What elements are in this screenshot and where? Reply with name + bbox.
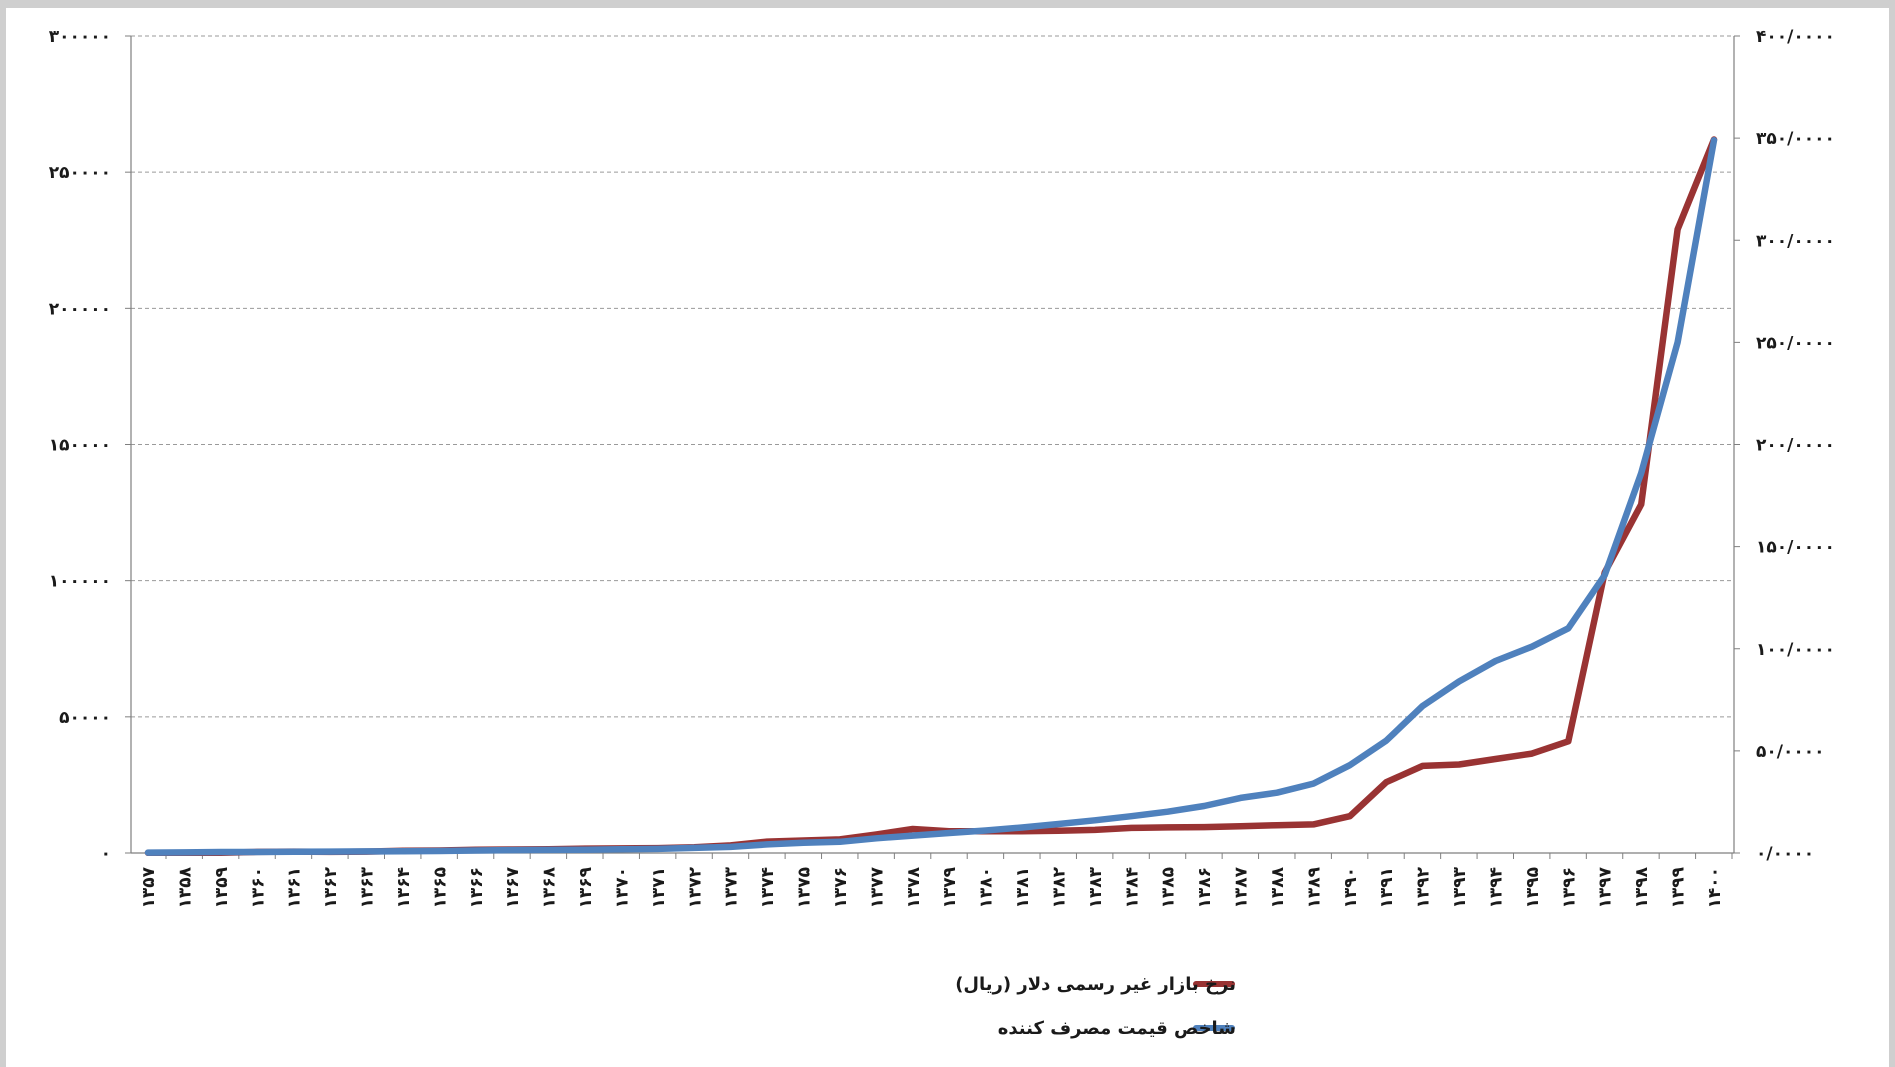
x-tick-label: ۱۳۹۲ [1414,866,1434,908]
right-tick-label: ۲۰۰/۰۰۰۰ [1756,436,1835,456]
x-tick-label: ۱۳۸۴ [1122,867,1142,909]
x-tick-label: ۱۳۵۹ [212,866,232,908]
x-tick-label: ۱۳۸۷ [1232,866,1252,908]
x-tick-label: ۱۳۹۱ [1377,867,1397,909]
left-tick-label: ۳۰۰۰۰۰ [49,27,111,47]
right-axis-tick-labels: ۰/۰۰۰۰ ۵۰/۰۰۰۰ ۱۰۰/۰۰۰۰ ۱۵۰/۰۰۰۰ ۲۰۰/۰۰۰۰ ۲۵۰… [1756,27,1835,864]
x-tick-label: ۱۳۵۸ [175,866,195,908]
x-tick-label: ۱۳۹۵ [1523,867,1543,909]
right-tick-label: ۲۵۰/۰۰۰۰ [1756,333,1835,353]
legend-label-cpi: شاخص قیمت مصرف کننده [998,1018,1236,1039]
x-tick-label: ۱۳۶۸ [540,866,560,908]
line-chart: ۰ ۵۰۰۰۰ ۱۰۰۰۰۰ ۱۵۰۰۰۰ ۲۰۰۰۰۰ ۲۵۰۰۰۰ ۳۰۰۰۰۰ ۰/۰… [49,27,1835,1039]
x-tick-label: ۱۳۸۲ [1049,866,1069,908]
left-tick-label: ۱۰۰۰۰۰ [49,572,111,592]
x-tick-label: ۱۴۰۰ [1705,867,1725,909]
x-axis-tick-labels: ۱۳۵۷ ۱۳۵۸ ۱۳۵۹ ۱۳۶۰ ۱۳۶۱ ۱۳۶۲ ۱۳۶۳ ۱۳۶۴ ۱۳۶۵ ۱۳۶۶… [139,866,1725,908]
x-tick-label: ۱۳۹۳ [1450,866,1470,908]
x-tick-label: ۱۳۹۹ [1669,866,1689,908]
x-tick-label: ۱۳۶۹ [576,866,596,908]
x-tick-label: ۱۳۷۹ [940,866,960,908]
gridlines [131,35,1734,718]
x-tick-label: ۱۳۶۶ [467,867,487,909]
x-tick-label: ۱۳۷۳ [722,866,742,908]
x-tick-label: ۱۳۵۷ [139,866,159,908]
series-lines [144,136,1718,857]
x-tick-label: ۱۳۶۵ [430,867,450,909]
x-tick-label: ۱۳۹۷ [1596,866,1616,908]
x-tick-label: ۱۳۷۲ [685,866,705,908]
series-line-dollar-rate [144,136,1718,857]
x-tick-label: ۱۳۷۶ [831,867,851,909]
x-tick-label: ۱۳۸۵ [1159,867,1179,909]
right-tick-label: ۴۰۰/۰۰۰۰ [1756,27,1835,47]
x-tick-label: ۱۳۸۱ [1013,867,1033,909]
left-tick-label: ۲۵۰۰۰۰ [49,163,111,183]
right-tick-label: ۰/۰۰۰۰ [1756,844,1814,864]
x-tick-label: ۱۳۷۰ [612,867,632,909]
left-axis-tick-labels: ۰ ۵۰۰۰۰ ۱۰۰۰۰۰ ۱۵۰۰۰۰ ۲۰۰۰۰۰ ۲۵۰۰۰۰ ۳۰۰۰۰۰ [49,27,111,864]
axes [125,35,1740,859]
x-tick-label: ۱۳۶۳ [358,866,378,908]
legend-label-dollar-rate: نرخ بازار غیر رسمی دلار (ریال) [955,974,1236,995]
right-tick-label: ۳۰۰/۰۰۰۰ [1756,231,1835,251]
x-tick-label: ۱۳۸۸ [1268,866,1288,908]
x-tick-label: ۱۳۶۷ [503,866,523,908]
x-tick-label: ۱۳۷۸ [904,866,924,908]
x-tick-label: ۱۳۷۵ [795,867,815,909]
right-tick-label: ۱۰۰/۰۰۰۰ [1756,640,1835,660]
right-tick-label: ۱۵۰/۰۰۰۰ [1756,538,1835,558]
right-tick-label: ۵۰/۰۰۰۰ [1756,742,1824,762]
x-tick-label: ۱۳۸۶ [1195,867,1215,909]
x-tick-label: ۱۳۸۹ [1304,866,1324,908]
x-tick-label: ۱۳۷۱ [649,867,669,909]
x-tick-label: ۱۳۹۸ [1632,866,1652,908]
x-tick-label: ۱۳۸۰ [977,867,997,909]
left-tick-label: ۰ [101,844,111,864]
legend: نرخ بازار غیر رسمی دلار (ریال) شاخص قیمت… [955,974,1236,1039]
x-tick-label: ۱۳۹۴ [1486,867,1506,909]
x-tick-label: ۱۳۶۲ [321,866,341,908]
x-tick-label: ۱۳۷۴ [758,867,778,909]
x-tick-label: ۱۳۶۰ [248,867,268,909]
x-tick-label: ۱۳۸۳ [1086,866,1106,908]
right-tick-label: ۳۵۰/۰۰۰۰ [1756,129,1835,149]
x-tick-label: ۱۳۶۴ [394,867,414,909]
left-tick-label: ۲۰۰۰۰۰ [49,299,111,319]
x-tick-label: ۱۳۹۰ [1341,867,1361,909]
chart-frame: ۰ ۵۰۰۰۰ ۱۰۰۰۰۰ ۱۵۰۰۰۰ ۲۰۰۰۰۰ ۲۵۰۰۰۰ ۳۰۰۰۰۰ ۰/۰… [6,8,1889,1067]
series-line-cpi [144,136,1718,856]
left-tick-label: ۱۵۰۰۰۰ [49,436,111,456]
x-tick-label: ۱۳۹۶ [1559,867,1579,909]
x-tick-label: ۱۳۶۱ [285,867,305,909]
left-tick-label: ۵۰۰۰۰ [59,708,111,728]
x-tick-label: ۱۳۷۷ [867,866,887,908]
